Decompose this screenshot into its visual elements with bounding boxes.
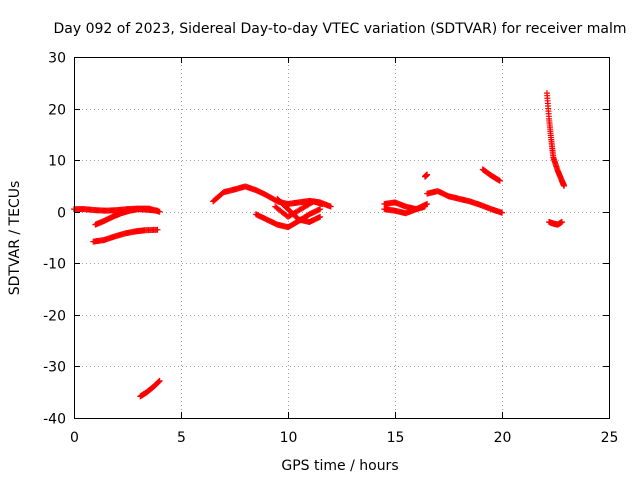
data-point (561, 182, 568, 189)
data-point (319, 200, 326, 207)
x-tick-label: 5 (177, 430, 186, 446)
data-point (155, 379, 162, 386)
data-point (155, 378, 162, 385)
data-point (327, 203, 334, 210)
data-point (499, 209, 505, 216)
data-point (496, 177, 503, 184)
x-axis-label: GPS time / hours (281, 458, 398, 474)
grid (74, 57, 609, 418)
series-segment-8 (272, 198, 326, 220)
y-tick-label: -30 (43, 360, 66, 376)
data-point (317, 206, 324, 213)
series-segment-14 (543, 90, 568, 189)
data-points (71, 90, 568, 400)
series-segment-3 (90, 226, 161, 245)
series-segment-13 (479, 166, 503, 184)
x-tick-label: 0 (70, 430, 79, 446)
y-tick-label: 20 (48, 103, 66, 119)
y-tick-label: -20 (43, 309, 66, 325)
series-segment-2 (92, 206, 161, 228)
data-point (154, 226, 161, 233)
axis-ticks: 0 5 10 15 20 25 -40 -30 -20 -10 0 10 20 30 (43, 51, 618, 447)
series-segment-11 (421, 171, 431, 180)
data-point (156, 377, 163, 384)
data-point (317, 213, 324, 220)
data-point (424, 171, 431, 178)
y-axis-label: SDTVAR / TECUs (7, 181, 23, 296)
y-tick-label: 30 (48, 51, 66, 67)
x-tick-label: 25 (601, 430, 619, 446)
chart-title: Day 092 of 2023, Sidereal Day-to-day VTE… (54, 21, 627, 37)
y-tick-label: 10 (48, 154, 66, 170)
series-segment-5 (210, 183, 334, 210)
series-segment-12 (424, 188, 505, 216)
x-tick-label: 15 (387, 430, 405, 446)
y-tick-label: 0 (57, 206, 66, 222)
plot-frame (74, 57, 610, 419)
y-tick-label: -40 (43, 412, 66, 428)
series-segment-10 (381, 203, 428, 217)
x-tick-label: 20 (494, 430, 512, 446)
series-segment-15 (546, 219, 565, 228)
data-point (154, 207, 161, 214)
data-point (421, 203, 428, 210)
series-segment-4 (137, 377, 163, 400)
y-tick-label: -10 (43, 257, 66, 273)
x-tick-label: 10 (280, 430, 298, 446)
data-point (558, 219, 565, 226)
series-segment-7 (274, 195, 324, 226)
